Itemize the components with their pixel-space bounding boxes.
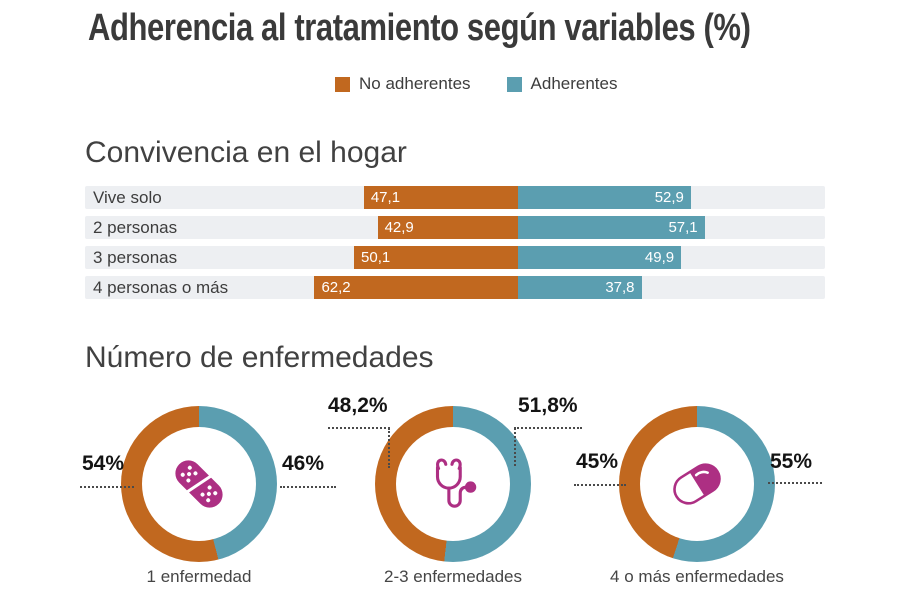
- bar-category-label: 4 personas o más: [93, 278, 229, 297]
- bar-value-label: 52,9: [654, 189, 684, 206]
- bar-value-label: 49,9: [644, 249, 675, 266]
- bar-chart-convivencia: Vive solo 47,1 52,9 2 personas 42,9 57,1…: [85, 186, 825, 306]
- chart-title: Adherencia al tratamiento según variable…: [88, 6, 751, 49]
- bar-value-label: 57,1: [668, 219, 698, 236]
- adherentes-bar-segment: 49,9: [517, 246, 682, 269]
- bar-row-vive-solo: Vive solo 47,1 52,9: [85, 186, 825, 209]
- no-adherentes-bar-segment: 42,9: [377, 216, 518, 239]
- donut2-left-percent: 48,2%: [328, 394, 388, 417]
- dotted-leader: [80, 486, 134, 488]
- donut1-right-percent: 46%: [282, 452, 325, 475]
- no-adherentes-bar-segment: 62,2: [314, 276, 518, 299]
- dotted-leader: [514, 428, 516, 466]
- donut-1-enfermedad: [121, 406, 277, 562]
- dotted-leader: [388, 428, 390, 468]
- dotted-leader: [328, 427, 390, 429]
- legend-label-adherentes: Adherentes: [530, 74, 618, 93]
- donut-4-o-mas-enfermedades: [619, 406, 775, 562]
- donut-2-3-enfermedades: [375, 406, 531, 562]
- no-adherentes-bar-segment: 47,1: [363, 186, 518, 209]
- bar-row-3-personas: 3 personas 50,1 49,9: [85, 246, 825, 269]
- legend: No adherentes Adherentes: [335, 74, 617, 94]
- legend-label-no-adherentes: No adherentes: [359, 74, 471, 93]
- adherentes-bar-segment: 57,1: [517, 216, 705, 239]
- bar-row-2-personas: 2 personas 42,9 57,1: [85, 216, 825, 239]
- donut-hole: [142, 427, 256, 541]
- bar-value-label: 37,8: [605, 279, 635, 296]
- donut3-right-percent: 55%: [770, 450, 813, 473]
- donut1-left-percent: 54%: [82, 452, 125, 475]
- adherentes-bar-segment: 37,8: [517, 276, 642, 299]
- dotted-leader: [280, 486, 336, 488]
- bar-value-label: 50,1: [361, 249, 391, 266]
- pill-icon: [673, 463, 721, 505]
- donut3-caption: 4 o más enfermedades: [610, 567, 784, 586]
- adherentes-bar-segment: 52,9: [517, 186, 691, 209]
- dotted-leader: [514, 427, 582, 429]
- donut-hole: [396, 427, 510, 541]
- dotted-leader: [768, 482, 822, 484]
- no-adherentes-bar-segment: 50,1: [354, 246, 518, 269]
- stethoscope-icon: [435, 458, 477, 508]
- section-title-enfermedades: Número de enfermedades: [85, 341, 434, 374]
- donut2-caption: 2-3 enfermedades: [384, 567, 522, 586]
- donut1-caption: 1 enfermedad: [146, 567, 252, 586]
- dotted-leader: [574, 484, 626, 486]
- donut3-left-percent: 45%: [576, 450, 619, 473]
- legend-item-no-adherentes: No adherentes: [335, 74, 471, 94]
- section-title-convivencia: Convivencia en el hogar: [85, 136, 407, 169]
- donut-hole: [640, 427, 754, 541]
- bar-category-label: Vive solo: [93, 188, 162, 207]
- bar-value-label: 62,2: [321, 279, 351, 296]
- bar-category-label: 2 personas: [93, 218, 178, 237]
- adherentes-swatch: [506, 76, 522, 92]
- donut2-right-percent: 51,8%: [518, 394, 578, 417]
- bar-value-label: 47,1: [370, 189, 401, 206]
- bandage-icon: [175, 460, 223, 508]
- legend-item-adherentes: Adherentes: [506, 74, 618, 94]
- no-adherentes-swatch: [335, 76, 350, 92]
- bar-value-label: 42,9: [384, 219, 414, 236]
- bar-row-4-personas-o-mas: 4 personas o más 62,2 37,8: [85, 276, 825, 299]
- bar-category-label: 3 personas: [93, 248, 178, 267]
